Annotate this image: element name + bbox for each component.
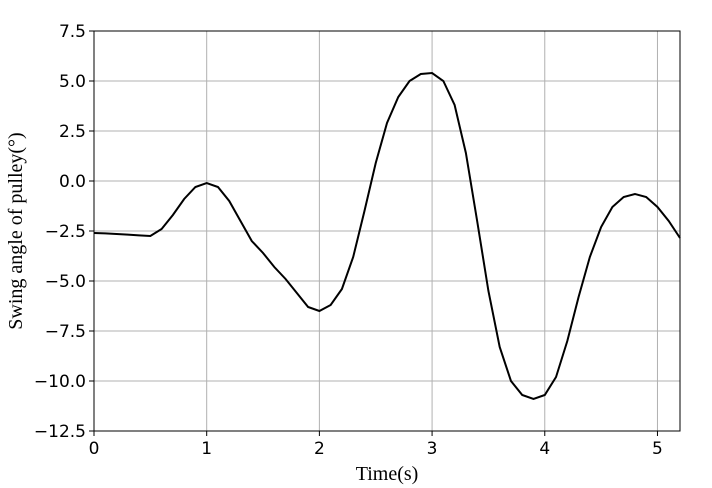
x-tick-label: 0: [89, 439, 100, 459]
y-tick-label: 0.0: [59, 172, 86, 192]
y-axis-label: Swing angle of pulley(°): [5, 132, 27, 329]
x-tick-label: 3: [427, 439, 438, 459]
y-tick-label: −5.0: [45, 272, 86, 292]
x-tick-label: 1: [201, 439, 212, 459]
x-axis-label: Time(s): [356, 463, 419, 485]
y-tick-label: 5.0: [59, 72, 86, 92]
y-tick-label: 2.5: [59, 122, 86, 142]
data-line: [93, 71, 681, 401]
x-tick-label: 2: [314, 439, 325, 459]
y-tick-label: −2.5: [45, 222, 86, 242]
y-tick-label: −12.5: [34, 422, 86, 442]
y-tick-label: −10.0: [34, 372, 86, 392]
x-tick-label: 5: [652, 439, 663, 459]
y-tick-label: −7.5: [45, 322, 86, 342]
x-tick-label: 4: [539, 439, 550, 459]
plot-frame: [93, 30, 681, 432]
y-tick-label: 7.5: [59, 22, 86, 42]
